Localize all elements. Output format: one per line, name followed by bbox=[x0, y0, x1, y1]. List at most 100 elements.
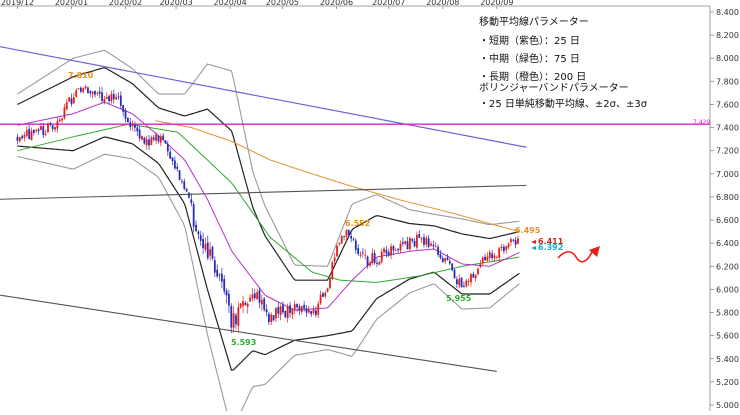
y-tick-label: 7.600 bbox=[716, 100, 739, 109]
y-tick-label: 7.200 bbox=[716, 147, 739, 156]
candle-body bbox=[310, 311, 313, 315]
candle bbox=[181, 178, 183, 185]
candle bbox=[246, 302, 249, 314]
candle-body bbox=[96, 93, 99, 94]
candle bbox=[105, 92, 108, 100]
candle bbox=[249, 294, 251, 302]
candle bbox=[251, 288, 254, 302]
candle-body bbox=[181, 181, 183, 182]
candle bbox=[333, 253, 336, 266]
candle-body bbox=[390, 246, 392, 256]
candle-body bbox=[352, 239, 355, 241]
candle-body bbox=[37, 129, 40, 132]
ma-mid-line bbox=[17, 123, 520, 283]
candle-body bbox=[136, 127, 139, 132]
candle bbox=[54, 126, 56, 133]
candle bbox=[343, 235, 345, 241]
candle bbox=[242, 295, 244, 313]
candle-body bbox=[331, 262, 334, 279]
candle bbox=[265, 304, 268, 317]
candle-body bbox=[206, 242, 209, 259]
candle-body bbox=[336, 245, 338, 257]
candle bbox=[148, 135, 150, 150]
candle-body bbox=[383, 248, 385, 253]
annotations: 7.810 5.593 6.552 5.955 6.495 6.411 6.39… bbox=[68, 71, 710, 347]
candle-body bbox=[213, 260, 216, 273]
candle-body bbox=[350, 236, 353, 239]
candle bbox=[338, 242, 341, 246]
candle bbox=[63, 103, 66, 120]
candle-body bbox=[209, 249, 212, 256]
candle bbox=[477, 267, 479, 276]
candle-body bbox=[488, 252, 491, 258]
candle bbox=[84, 84, 87, 90]
candle bbox=[406, 236, 409, 250]
candle bbox=[432, 240, 435, 250]
candle bbox=[263, 297, 266, 312]
candle bbox=[202, 232, 204, 255]
candle bbox=[108, 94, 110, 105]
candle bbox=[159, 133, 162, 147]
candle bbox=[155, 132, 157, 145]
candle bbox=[378, 260, 381, 266]
candle bbox=[392, 244, 395, 256]
candle-body bbox=[305, 308, 308, 313]
candle-body bbox=[112, 94, 115, 100]
candle bbox=[178, 169, 181, 181]
candle bbox=[136, 124, 139, 136]
candle-body bbox=[239, 303, 242, 308]
candle-body bbox=[378, 261, 381, 265]
candle bbox=[162, 133, 165, 140]
candle-body bbox=[190, 199, 193, 204]
candle-body bbox=[512, 239, 515, 241]
candle bbox=[277, 302, 280, 319]
candle-body bbox=[75, 90, 78, 97]
candle-body bbox=[47, 124, 49, 133]
candle-body bbox=[439, 254, 442, 258]
candle bbox=[383, 247, 385, 256]
candle-body bbox=[451, 263, 454, 271]
candle bbox=[505, 245, 508, 254]
candle-body bbox=[376, 262, 378, 264]
candle-body bbox=[32, 129, 35, 133]
candle bbox=[495, 255, 498, 260]
y-tick-label: 6.000 bbox=[716, 285, 739, 294]
candle bbox=[439, 250, 442, 260]
candle-body bbox=[89, 91, 92, 94]
candle bbox=[16, 133, 19, 145]
candle-body bbox=[98, 91, 101, 94]
candle-body bbox=[63, 107, 66, 119]
candle bbox=[416, 231, 418, 250]
ma-long-line bbox=[155, 120, 520, 232]
candle bbox=[390, 243, 392, 260]
x-tick-label: 2020/03 bbox=[159, 0, 192, 7]
candle-body bbox=[296, 304, 298, 308]
candle-body bbox=[495, 256, 498, 258]
candle-body bbox=[230, 306, 233, 328]
y-tick-label: 7.000 bbox=[716, 170, 739, 179]
candle-body bbox=[202, 238, 204, 248]
candle bbox=[446, 253, 449, 261]
candle bbox=[79, 86, 82, 94]
candle bbox=[82, 87, 85, 94]
candle bbox=[472, 271, 475, 278]
x-tick-label: 2020/09 bbox=[480, 0, 513, 7]
candle bbox=[502, 243, 505, 255]
candle-body bbox=[423, 237, 425, 245]
candle bbox=[122, 104, 125, 117]
candle bbox=[303, 300, 306, 312]
horizontal-line-label: 7.429 bbox=[693, 119, 710, 126]
last-ma-marker bbox=[531, 246, 536, 250]
candle bbox=[361, 247, 364, 258]
candle bbox=[244, 300, 247, 306]
candle bbox=[152, 135, 155, 142]
candle bbox=[223, 275, 226, 295]
candle bbox=[96, 91, 99, 97]
candle bbox=[56, 117, 59, 133]
legend-bb-line: ・25 日単純移動平均線、±2σ、±3σ bbox=[479, 97, 648, 110]
candle bbox=[230, 303, 233, 334]
candle-body bbox=[237, 307, 240, 326]
candle-body bbox=[164, 140, 167, 144]
candle bbox=[134, 121, 136, 132]
candle-body bbox=[343, 235, 345, 237]
